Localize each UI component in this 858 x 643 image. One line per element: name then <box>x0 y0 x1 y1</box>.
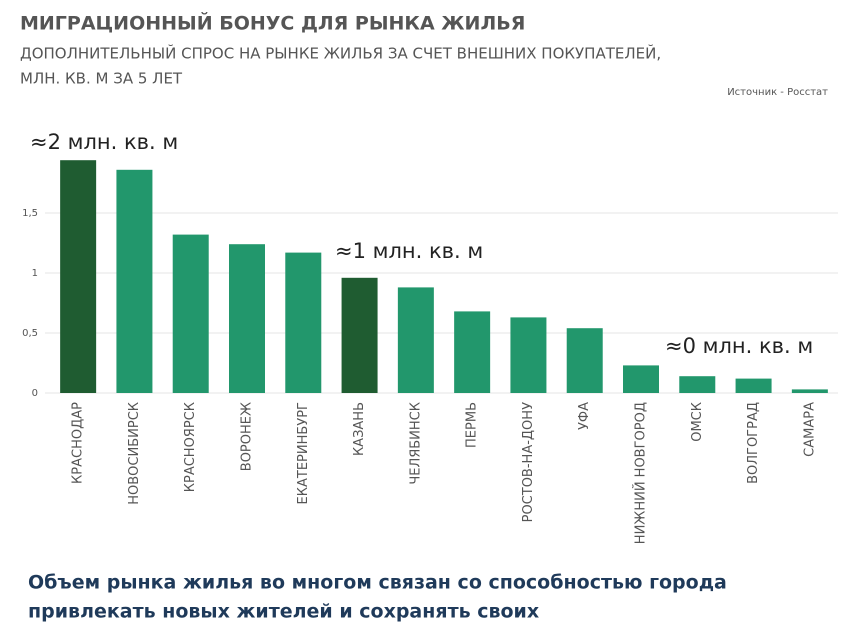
source: Источник - Росстат <box>727 87 828 98</box>
x-tick-label: ВОРОНЕЖ <box>240 402 255 471</box>
y-tick-label: 1 <box>32 268 38 279</box>
annotation: ≈2 млн. кв. м <box>30 130 178 154</box>
x-tick-label: ПЕРМЬ <box>465 402 480 448</box>
bar <box>623 365 659 393</box>
x-tick-label: КРАСНОЯРСК <box>183 402 198 492</box>
bar <box>454 311 491 393</box>
bar <box>285 252 322 393</box>
chart-title: МИГРАЦИОННЫЙ БОНУС ДЛЯ РЫНКА ЖИЛЬЯ <box>20 12 525 35</box>
footer-text: привлекать новых жителей и сохранять сво… <box>28 601 539 623</box>
x-tick-label: РОСТОВ-НА-ДОНУ <box>521 402 536 522</box>
x-tick-label: НОВОСИБИРСК <box>127 402 142 505</box>
x-tick-label: ЧЕЛЯБИНСК <box>408 402 423 485</box>
bar <box>735 378 772 393</box>
annotation: ≈0 млн. кв. м <box>665 334 813 358</box>
x-tick-label: УФА <box>577 402 592 430</box>
bar <box>172 234 209 393</box>
x-tick-label: КАЗАНЬ <box>352 402 367 456</box>
x-tick-label: ЕКАТЕРИНБУРГ <box>296 402 311 505</box>
chart-subtitle: МЛН. КВ. М ЗА 5 ЛЕТ <box>20 70 183 88</box>
bar <box>60 160 97 393</box>
x-tick-label: НИЖНИЙ НОВГОРОД <box>633 402 649 544</box>
footer-text: Объем рынка жилья во многом связан со сп… <box>28 572 727 594</box>
bar <box>566 328 603 393</box>
bar <box>229 244 265 393</box>
bar <box>679 376 716 393</box>
bar <box>341 277 378 393</box>
y-tick-label: 0,5 <box>22 328 38 339</box>
bar <box>397 287 434 393</box>
chart-subtitle: ДОПОЛНИТЕЛЬНЫЙ СПРОС НА РЫНКЕ ЖИЛЬЯ ЗА С… <box>20 44 661 63</box>
x-tick-label: КРАСНОДАР <box>71 402 86 484</box>
y-tick-label: 1,5 <box>22 208 38 219</box>
bar <box>116 169 153 393</box>
x-tick-label: ВОЛГОГРАД <box>746 402 761 484</box>
x-tick-label: САМАРА <box>802 402 817 457</box>
x-tick-label: ОМСК <box>690 402 705 442</box>
bar <box>510 317 547 393</box>
bar <box>791 389 828 393</box>
annotation: ≈1 млн. кв. м <box>335 239 483 263</box>
y-tick-label: 0 <box>32 388 38 399</box>
